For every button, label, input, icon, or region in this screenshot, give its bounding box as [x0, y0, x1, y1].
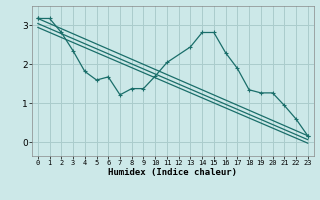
X-axis label: Humidex (Indice chaleur): Humidex (Indice chaleur)	[108, 168, 237, 177]
